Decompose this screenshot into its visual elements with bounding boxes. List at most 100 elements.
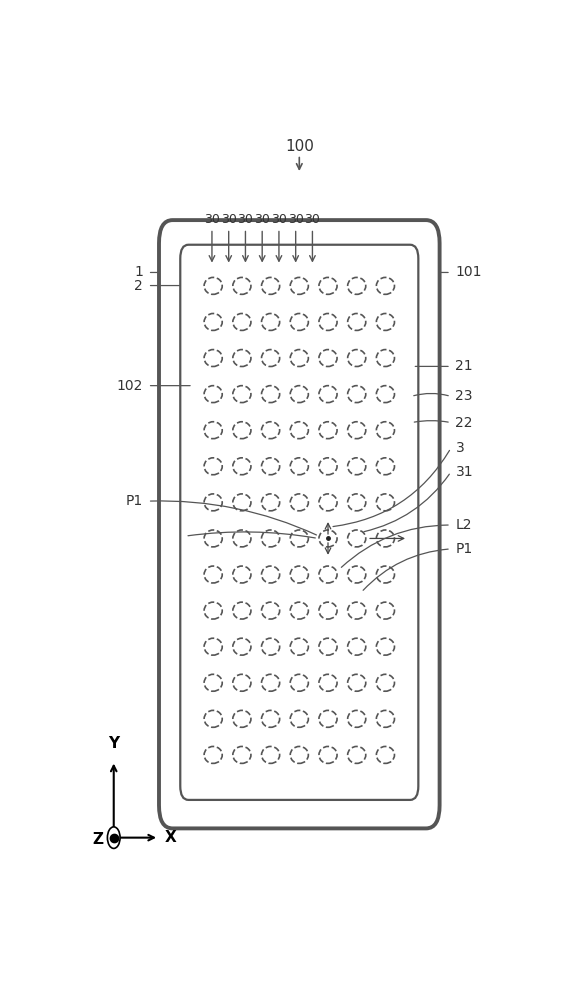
Ellipse shape [376, 422, 394, 439]
Ellipse shape [347, 422, 366, 439]
Text: 101: 101 [456, 265, 482, 279]
Ellipse shape [319, 602, 337, 619]
Ellipse shape [262, 350, 280, 367]
Ellipse shape [233, 530, 251, 547]
Ellipse shape [262, 566, 280, 583]
Ellipse shape [347, 566, 366, 583]
FancyBboxPatch shape [159, 220, 440, 828]
Ellipse shape [319, 386, 337, 403]
Text: P1: P1 [456, 542, 472, 556]
Text: 23: 23 [456, 389, 473, 403]
Text: Z: Z [93, 832, 104, 847]
Ellipse shape [290, 494, 308, 511]
Ellipse shape [233, 277, 251, 294]
Text: 100: 100 [285, 139, 314, 154]
Text: 30: 30 [204, 213, 220, 226]
Ellipse shape [233, 746, 251, 763]
Ellipse shape [347, 277, 366, 294]
Ellipse shape [262, 277, 280, 294]
Ellipse shape [233, 422, 251, 439]
Ellipse shape [204, 350, 223, 367]
Ellipse shape [204, 530, 223, 547]
Ellipse shape [290, 422, 308, 439]
Ellipse shape [204, 638, 223, 655]
Ellipse shape [376, 458, 394, 475]
Circle shape [107, 827, 120, 848]
Ellipse shape [319, 494, 337, 511]
Ellipse shape [233, 602, 251, 619]
Ellipse shape [319, 422, 337, 439]
Ellipse shape [319, 530, 337, 547]
Ellipse shape [290, 458, 308, 475]
Ellipse shape [319, 710, 337, 727]
Text: 1: 1 [134, 265, 143, 279]
Ellipse shape [233, 674, 251, 691]
Ellipse shape [204, 386, 223, 403]
Ellipse shape [347, 386, 366, 403]
Ellipse shape [319, 638, 337, 655]
Ellipse shape [347, 458, 366, 475]
Ellipse shape [290, 530, 308, 547]
Ellipse shape [204, 458, 223, 475]
Ellipse shape [204, 602, 223, 619]
Ellipse shape [262, 530, 280, 547]
Ellipse shape [233, 494, 251, 511]
Ellipse shape [347, 638, 366, 655]
Text: X: X [165, 830, 176, 845]
Ellipse shape [204, 710, 223, 727]
Text: 2: 2 [134, 279, 143, 293]
Ellipse shape [233, 350, 251, 367]
Ellipse shape [319, 674, 337, 691]
Ellipse shape [290, 277, 308, 294]
Ellipse shape [262, 602, 280, 619]
Text: 30: 30 [304, 213, 321, 226]
Ellipse shape [376, 494, 394, 511]
Ellipse shape [233, 313, 251, 330]
Ellipse shape [233, 386, 251, 403]
Ellipse shape [290, 674, 308, 691]
Ellipse shape [319, 458, 337, 475]
Ellipse shape [233, 638, 251, 655]
Ellipse shape [204, 746, 223, 763]
Ellipse shape [376, 566, 394, 583]
Text: 31: 31 [456, 465, 473, 479]
Ellipse shape [262, 674, 280, 691]
Text: 30: 30 [271, 213, 287, 226]
Text: 30: 30 [254, 213, 270, 226]
Text: 3: 3 [456, 441, 464, 455]
Ellipse shape [319, 746, 337, 763]
Ellipse shape [204, 494, 223, 511]
Text: P1: P1 [126, 494, 143, 508]
Ellipse shape [347, 674, 366, 691]
Ellipse shape [262, 458, 280, 475]
Ellipse shape [319, 277, 337, 294]
Ellipse shape [204, 566, 223, 583]
Ellipse shape [290, 710, 308, 727]
Ellipse shape [347, 746, 366, 763]
Text: 21: 21 [456, 359, 473, 373]
Ellipse shape [376, 674, 394, 691]
Ellipse shape [376, 386, 394, 403]
Ellipse shape [347, 313, 366, 330]
Ellipse shape [376, 350, 394, 367]
Ellipse shape [262, 313, 280, 330]
Ellipse shape [290, 746, 308, 763]
Ellipse shape [290, 386, 308, 403]
Text: L2: L2 [456, 518, 472, 532]
Ellipse shape [290, 638, 308, 655]
Ellipse shape [233, 566, 251, 583]
Ellipse shape [319, 350, 337, 367]
Text: Y: Y [108, 736, 119, 751]
Ellipse shape [347, 602, 366, 619]
Text: 102: 102 [117, 379, 143, 393]
Text: 30: 30 [238, 213, 253, 226]
Ellipse shape [290, 313, 308, 330]
Ellipse shape [204, 422, 223, 439]
Ellipse shape [204, 674, 223, 691]
Ellipse shape [262, 710, 280, 727]
FancyBboxPatch shape [180, 245, 418, 800]
Ellipse shape [376, 638, 394, 655]
Ellipse shape [262, 746, 280, 763]
Ellipse shape [233, 710, 251, 727]
Ellipse shape [376, 746, 394, 763]
